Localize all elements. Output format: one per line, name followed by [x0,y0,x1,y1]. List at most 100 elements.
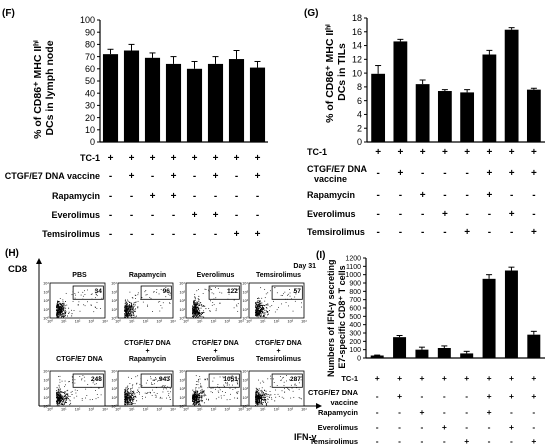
flow-dot [129,401,131,403]
flow-dot [87,383,89,385]
flow-dot [192,309,194,311]
flow-plot-title: Temsirolimus [256,272,301,279]
flow-dot [228,384,230,386]
flow-dot [268,313,269,315]
flow-dot [128,392,130,394]
flow-dot [65,307,67,309]
flow-dot [202,293,204,294]
flow-dot [255,304,257,305]
flow-dot [197,396,199,398]
flow-dot [124,404,126,406]
flow-dot [130,305,132,307]
flow-dot [133,393,135,395]
flow-dot [63,402,65,404]
flow-dot [197,310,199,312]
flow-dot [264,398,266,400]
flow-dot [94,383,96,385]
flow-dot [165,296,167,298]
flow-dot [232,376,234,378]
flow-dot [275,396,277,398]
row-sign: - [193,229,196,240]
flow-dot [56,313,58,315]
flow-dot [256,312,258,314]
flow-dot [276,292,278,294]
flow-dot [136,382,138,384]
flow-dot [127,307,129,309]
flow-dot [230,376,231,378]
flow-dot [198,395,200,397]
flow-dot [82,375,84,376]
flow-dot [237,392,239,394]
flow-dot [199,313,200,315]
flow-dots [56,375,102,406]
row-sign: - [421,168,424,179]
flow-dot [124,397,126,399]
row-sign: + [531,436,536,446]
flow-dot [150,376,151,378]
flow-dot [71,390,73,392]
flow-dot [60,403,62,405]
flow-dot [262,311,264,313]
flow-dot [200,400,202,402]
flow-dot [67,315,68,317]
flow-dot [256,392,258,394]
flow-dot [124,391,126,393]
flow-y-tick-label: 10⁴ [242,370,248,374]
flow-dot [92,382,94,384]
flow-dot [217,384,219,385]
flow-dot [147,379,148,381]
flow-dot [77,304,79,306]
flow-dot [64,309,66,311]
flow-dot [286,375,287,376]
flow-dot [124,392,126,394]
flow-dot [64,311,66,313]
flow-dot [58,305,60,307]
flow-dot [256,309,258,311]
flow-dot [62,299,64,301]
flow-dot [133,398,135,400]
flow-dot [261,302,263,304]
flow-dot [193,393,195,395]
flow-dot [92,399,93,400]
row-label: TC-1 [341,374,358,383]
flow-dot [231,375,233,377]
flow-dot [255,307,257,308]
flow-dot [68,380,70,382]
panel-i-ylabel-line2: E7-specific CD8⁺ T cells [337,265,347,368]
panel-h-yaxis-label: CD8 [8,264,27,275]
flow-dot [131,316,133,318]
y-tick-label: 2 [357,123,362,133]
flow-dot [289,389,290,391]
flow-dot [285,302,287,303]
flow-dot [192,397,194,399]
flow-y-tick-label: 10⁰ [179,405,185,409]
flow-dot [255,397,257,399]
flow-dot [60,307,62,309]
flow-dot [260,287,262,289]
flow-dot [201,388,203,390]
flow-dot [126,399,128,400]
flow-dot [84,305,86,307]
flow-y-tick-label: 10⁰ [179,317,185,321]
flow-dot [280,380,282,381]
flow-dot [132,312,134,314]
row-sign: - [256,191,259,202]
flow-dot [160,289,162,290]
flow-dot [265,304,267,306]
flow-dot [60,315,62,317]
row-sign: + [420,147,426,158]
flow-dot [258,302,260,304]
flow-dot [62,305,63,307]
flow-dot [256,404,258,405]
flow-dot [256,310,258,312]
flow-dot [283,381,285,383]
flow-dot [62,310,64,312]
flow-dot [267,312,269,314]
row-sign: + [420,190,426,201]
flow-dot [74,382,76,384]
flow-dot [257,396,259,398]
flow-dot [58,312,60,314]
flow-dot [141,385,143,387]
flow-dot [259,315,261,317]
flow-dot [269,306,271,308]
